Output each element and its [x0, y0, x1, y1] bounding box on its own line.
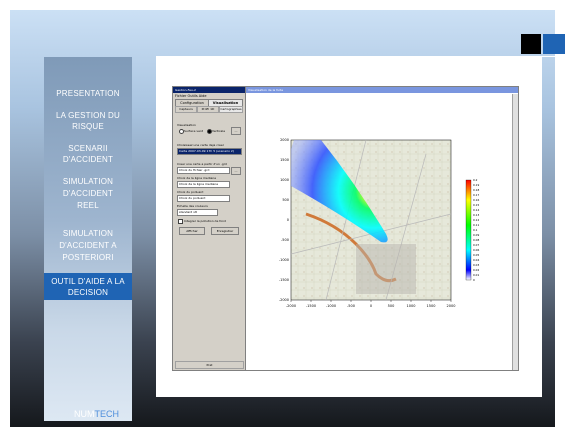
map-title-bar: Visualisation de la fuite [246, 87, 518, 93]
colorbar-tick-label: 0.13 [473, 213, 479, 217]
integrer-checkbox[interactable] [178, 219, 183, 224]
y-tick-label: 2000 [280, 138, 289, 142]
pollution-plume [291, 140, 388, 243]
polluant-select[interactable]: Choix du polluant [177, 195, 230, 202]
control-title-bar: Gestion-Feu-2 [173, 87, 245, 93]
x-tick-label: 2000 [447, 304, 456, 308]
colorbar-tick-label: 0 [473, 278, 475, 282]
y-tick-label: 1500 [280, 158, 289, 162]
fichier-grd-field[interactable]: Choix du fichier .grd [177, 167, 230, 174]
x-tick-label: -1500 [306, 304, 316, 308]
sidebar-item-presentation[interactable]: PRESENTATION [56, 89, 120, 98]
app-screenshot: Gestion-Feu-2 Fichier Outils Aide Config… [172, 86, 519, 371]
y-axis-ticks: 2000 1500 1000 500 0 -500 -1000 -1500 -2000 [279, 138, 289, 302]
colorbar-tick-label: 0.02 [473, 268, 479, 272]
colorbar-ticks: 0.20.190.180.170.160.150.140.130.120.110… [473, 178, 479, 282]
ligne-label: Choix de la ligne mediane [177, 176, 217, 180]
radio-surface-label: Surface vent [184, 129, 204, 133]
map-window: Visualisation de la fuite [246, 87, 518, 370]
brand-logo: NUMTECH [74, 409, 119, 419]
y-tick-label: 1000 [280, 178, 289, 182]
colorbar-tick-label: 0.17 [473, 193, 479, 197]
x-tick-label: 1500 [427, 304, 436, 308]
echelle-label: Echelle des couleurs [177, 204, 208, 208]
browse-grd-button[interactable]: … [231, 167, 241, 175]
brand-part1: NUM [74, 409, 95, 419]
colorbar-tick-label: 0.2 [473, 178, 478, 182]
x-tick-label: -1000 [326, 304, 336, 308]
new-carte-label: Creer une carte a partir d'un .grd [177, 162, 227, 166]
afficher-button[interactable]: Afficher [179, 227, 205, 235]
colorbar-tick-label: 0.07 [473, 243, 479, 247]
town-area [356, 244, 416, 294]
colorbar-tick-label: 0.06 [473, 248, 479, 252]
menu-bar[interactable]: Fichier Outils Aide [175, 94, 207, 98]
colorbar-tick-label: 0.15 [473, 203, 479, 207]
x-tick-label: -500 [347, 304, 355, 308]
carte-label: Choisissez une carte deja creer [177, 143, 224, 147]
sidebar-item-simulation-posteriori[interactable]: SIMULATION D'ACCIDENT A POSTERIORI [59, 229, 117, 262]
map-scrollbar[interactable] [512, 94, 518, 370]
visualisation-label: Visualisation [177, 123, 196, 127]
x-tick-label: 0 [370, 304, 372, 308]
radio-verticale[interactable] [207, 129, 212, 134]
colorbar-tick-label: 0.1 [473, 228, 478, 232]
x-tick-label: 1000 [407, 304, 416, 308]
enregistrer-button[interactable]: Enregistrer [211, 227, 239, 235]
colorbar-tick-label: 0.05 [473, 253, 479, 257]
colorbar-tick-label: 0.18 [473, 188, 479, 192]
status-bar: Pret [175, 361, 244, 369]
map-plot [290, 139, 452, 301]
y-tick-label: -2000 [279, 298, 289, 302]
sidebar-menu: PRESENTATION LA GESTION DU RISQUE SCENAR… [44, 57, 132, 421]
echelle-select[interactable]: standard v8 [177, 209, 218, 216]
x-tick-label: -2000 [286, 304, 296, 308]
y-tick-label: -1500 [279, 278, 289, 282]
y-tick-label: 0 [287, 218, 289, 222]
subtab-capteurs[interactable]: Capteurs [175, 106, 197, 113]
ligne-select[interactable]: Choix de la ligne mediane [177, 181, 230, 188]
sidebar-item-gestion-risque[interactable]: LA GESTION DU RISQUE [56, 111, 120, 131]
decor-black-square [521, 34, 541, 54]
colorbar-tick-label: 0.11 [473, 223, 479, 227]
decor-divider-line [156, 56, 565, 57]
x-tick-label: 500 [388, 304, 395, 308]
x-axis-ticks: -2000 -1500 -1000 -500 0 500 1000 1500 2000 [286, 300, 456, 308]
radio-verticale-label: Verticale [212, 129, 226, 133]
brand-part2: TECH [94, 409, 120, 419]
polluant-label: Choix du polluant [177, 190, 204, 194]
colorbar-tick-label: 0.08 [473, 238, 479, 242]
dispersion-map: -2000 -1500 -1000 -500 0 500 1000 1500 2000 2000… [279, 138, 480, 308]
decor-blue-square [543, 34, 565, 54]
colorbar-tick-label: 0.19 [473, 183, 479, 187]
colorbar-tick-label: 0.09 [473, 233, 479, 237]
subtab-profil[interactable]: Profil 1D [197, 106, 219, 113]
y-tick-label: 500 [282, 198, 289, 202]
sidebar-item-simulation-reel[interactable]: SIMULATION D'ACCIDENT REEL [62, 177, 114, 210]
carte-select[interactable]: Carte 2007-03-09 17h 5 (scenario 2) [177, 148, 242, 155]
y-tick-label: -1000 [279, 258, 289, 262]
colorbar-tick-label: 0.12 [473, 218, 479, 222]
colorbar-tick-label: 0.16 [473, 198, 479, 202]
slide-right-border [555, 0, 565, 427]
colorbar-tick-label: 0.01 [473, 273, 479, 277]
colorbar-tick-label: 0.04 [473, 258, 479, 262]
subtab-cartographies[interactable]: Cartographies [219, 106, 243, 113]
sidebar-item-outil-aide[interactable]: OUTIL D'AIDE A LA DECISION [44, 273, 132, 300]
colorbar [465, 179, 472, 281]
radio-surface[interactable] [179, 129, 184, 134]
colorbar-tick-label: 0.03 [473, 263, 479, 267]
visualisation-options-button[interactable]: … [231, 127, 241, 135]
integrer-label: Integrer la pollution de fond [184, 219, 226, 223]
sidebar-item-scenarii[interactable]: SCENARII D'ACCIDENT [62, 144, 114, 164]
control-panel: Gestion-Feu-2 Fichier Outils Aide Config… [173, 87, 246, 370]
colorbar-tick-label: 0.14 [473, 208, 479, 212]
y-tick-label: -500 [281, 238, 289, 242]
